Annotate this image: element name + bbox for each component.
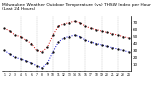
Text: Milwaukee Weather Outdoor Temperature (vs) THSW Index per Hour (Last 24 Hours): Milwaukee Weather Outdoor Temperature (v… bbox=[2, 3, 150, 11]
